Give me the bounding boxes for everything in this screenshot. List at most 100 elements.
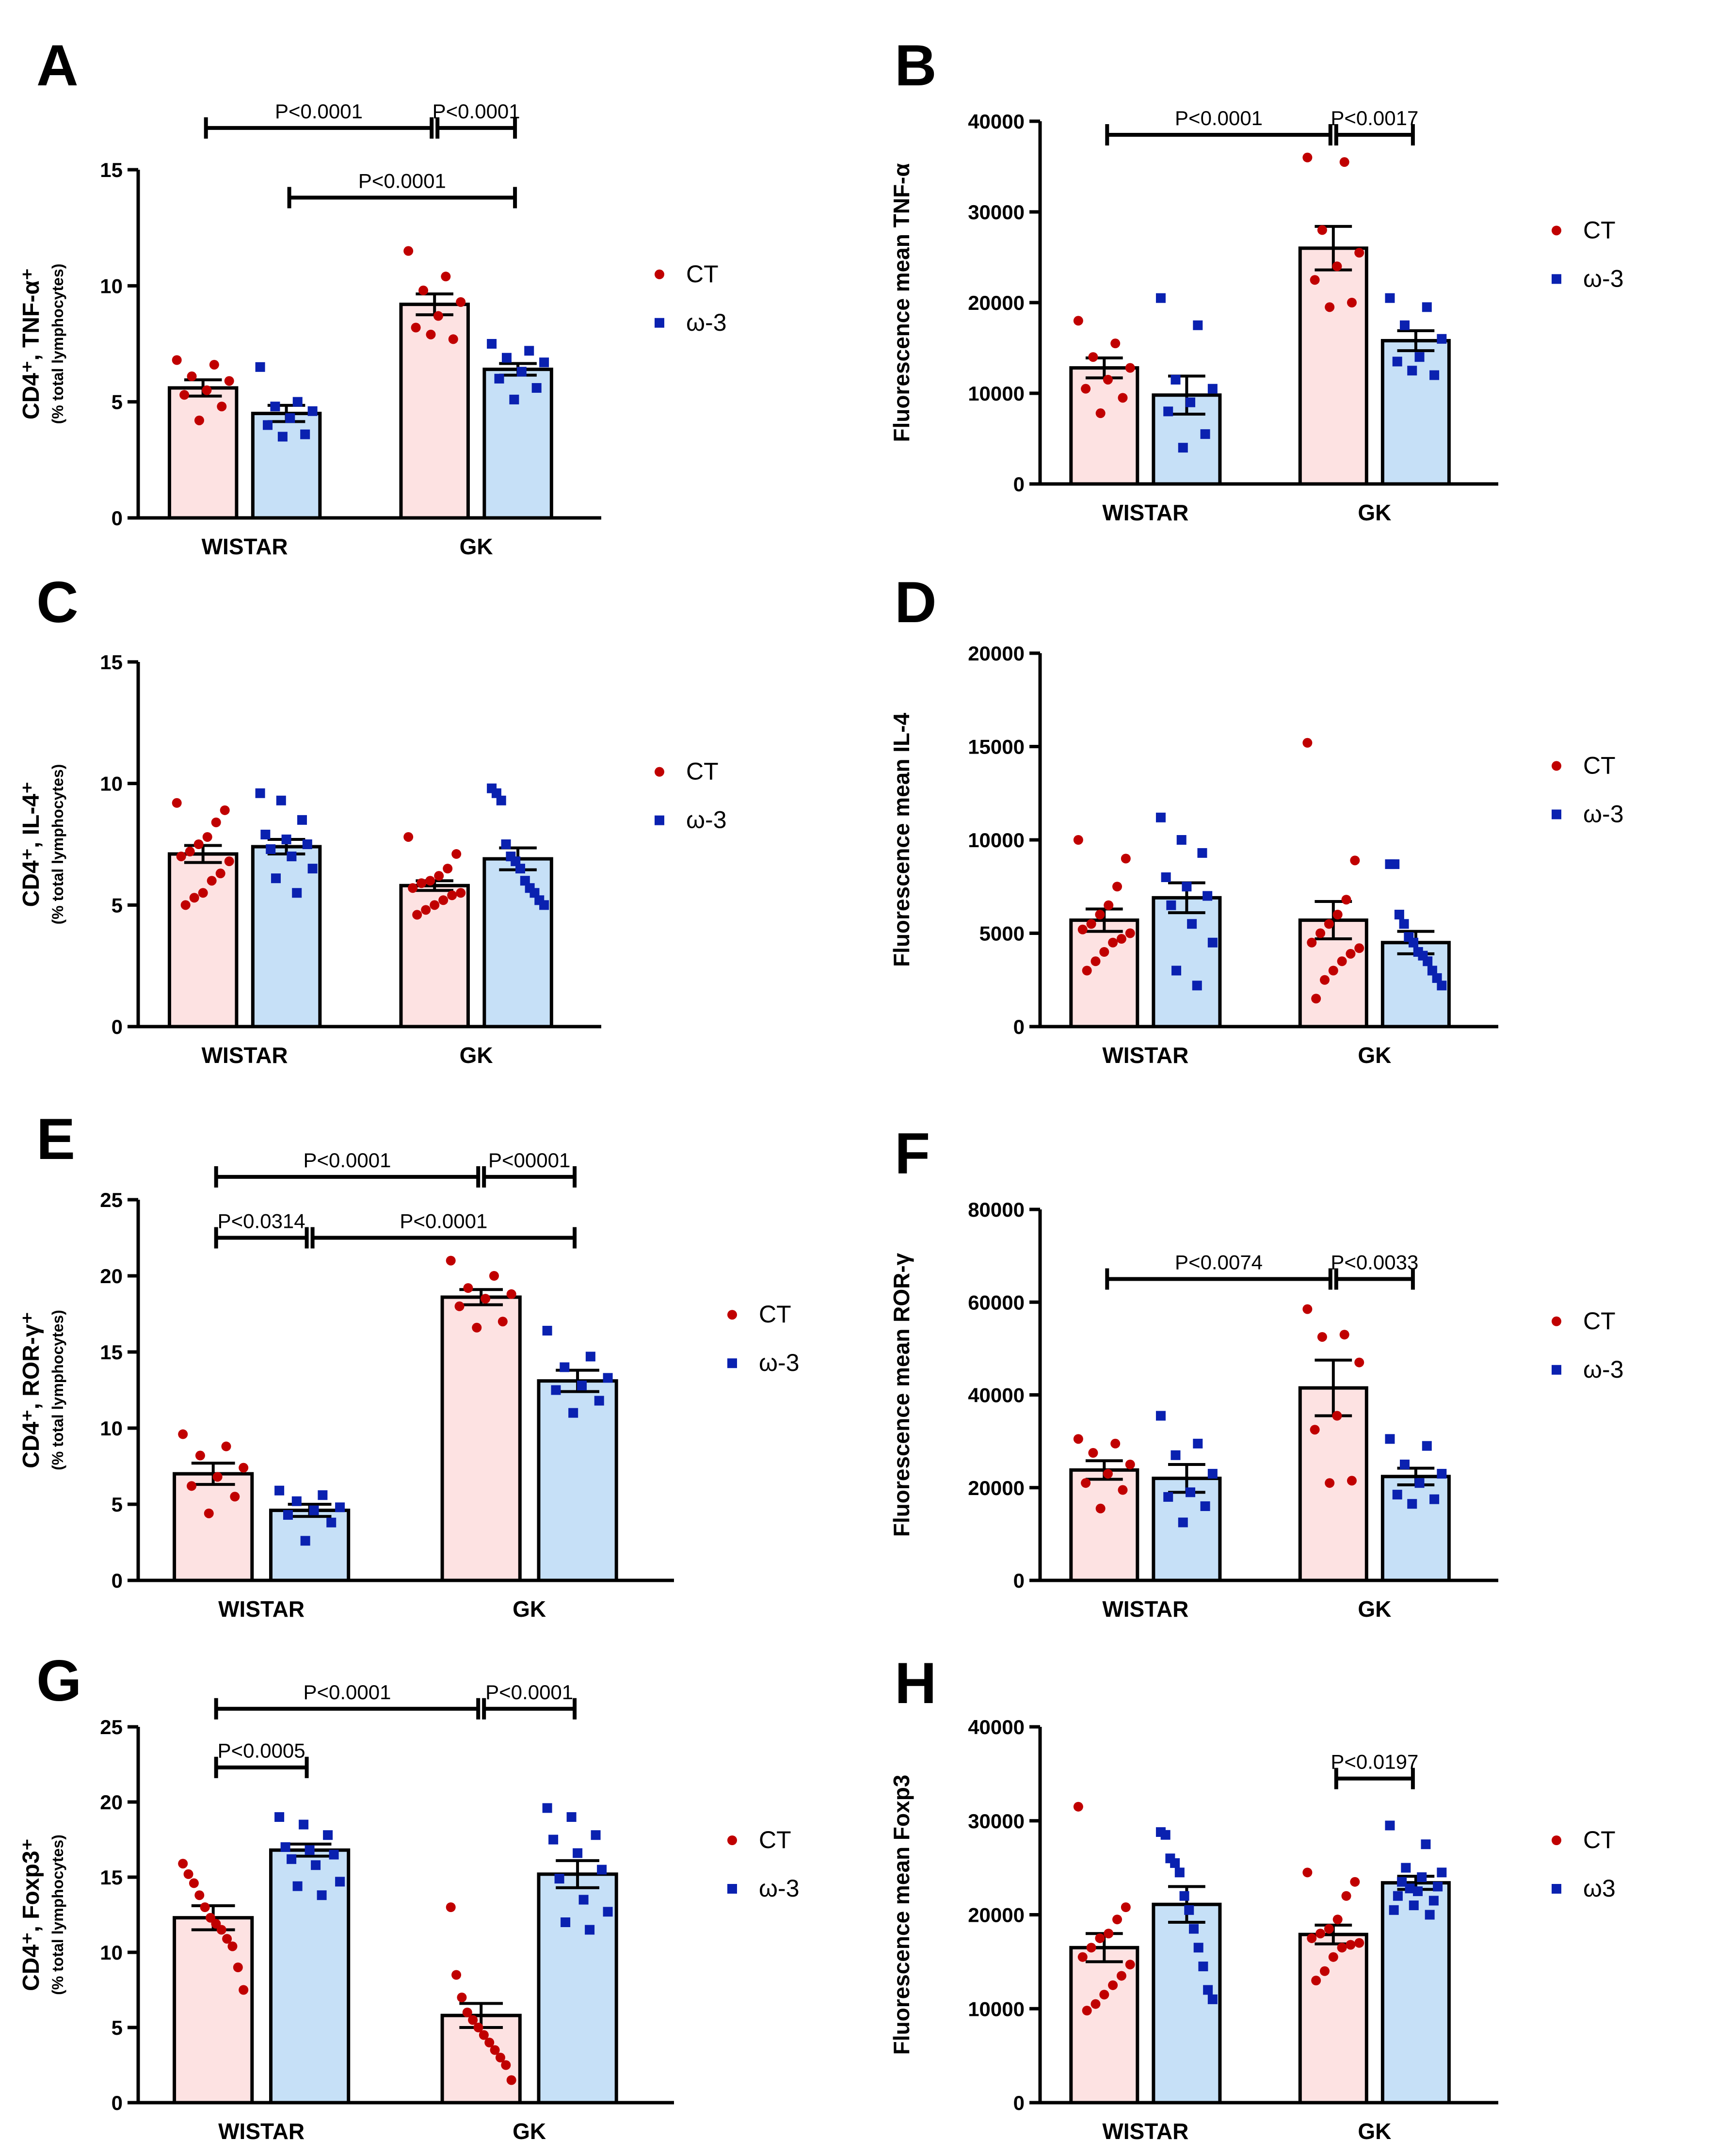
y-tick-label: 20000 [968,1477,1025,1499]
data-point-omega3 [551,1385,561,1395]
data-point-ct [1317,1332,1327,1342]
data-point-ct [457,1993,467,2002]
y-tick-label: 20 [100,1265,123,1287]
data-point-ct [434,871,444,881]
data-point-ct [484,2038,495,2047]
data-point-omega3 [1437,1867,1447,1878]
data-point-omega3 [1413,1886,1423,1897]
bar-ct [1069,1946,1139,2105]
data-point-omega3 [285,413,295,423]
data-point-omega3 [1176,835,1187,845]
data-point-omega3 [1197,848,1207,858]
data-point-ct [1337,1943,1347,1953]
data-point-ct [1328,1952,1338,1962]
y-tick-label: 30000 [968,1810,1025,1833]
legend-omega3-label: ω-3 [1583,800,1624,827]
x-category-label: GK [1358,500,1391,525]
data-point-ct [430,900,440,910]
data-point-ct [1339,157,1349,167]
data-point-omega3 [1437,1469,1447,1479]
bar-ct [440,1295,522,1582]
data-point-omega3 [1397,1877,1407,1887]
data-point-omega3 [1385,1434,1395,1444]
data-point-ct [448,334,458,344]
panel-letter: C [36,570,79,635]
y-tick-label: 10000 [968,382,1025,405]
data-point-omega3 [1427,965,1437,976]
data-point-omega3 [1428,1896,1439,1906]
data-point-ct [1315,1929,1326,1939]
p-value-label: P<00001 [488,1149,570,1172]
data-point-ct [1325,1478,1335,1488]
data-point-omega3 [1414,1478,1425,1488]
data-point-ct [446,1255,456,1266]
data-point-ct [1332,910,1343,919]
y-axis-label: Fluorescence mean TNF-α [889,163,914,442]
y-tick-label: 40000 [968,1716,1025,1738]
data-point-ct [426,329,436,339]
legend-ct-marker [1552,761,1561,771]
data-point-omega3 [271,873,281,884]
data-point-omega3 [287,1854,297,1864]
data-point-omega3 [1155,293,1166,303]
data-point-omega3 [329,1850,339,1860]
panel-letter: G [36,1648,82,1713]
bar-omega3 [1380,1881,1451,2105]
panel-e: E 0 5 10 15 20 25 WISTAR GK P<0.0001 P<00001 P<0.03… [0,1078,858,1622]
data-point-ct [479,2030,489,2040]
legend-ct-label: CT [1583,752,1616,779]
data-point-omega3 [335,1877,345,1887]
data-point-omega3 [274,1812,285,1822]
data-point-omega3 [1392,1490,1402,1500]
data-point-omega3 [491,788,501,798]
y-tick-label: 10 [100,1941,123,1964]
data-point-ct [1346,1940,1356,1950]
data-point-omega3 [1187,919,1197,929]
y-tick-label: 0 [112,1015,123,1038]
data-point-omega3 [573,1848,583,1858]
data-point-ct [1307,937,1317,948]
data-point-omega3 [1423,956,1433,966]
data-point-ct [1339,1330,1349,1340]
panel-letter: B [895,33,937,98]
legend-ct-marker [727,1835,737,1845]
x-category-label: WISTAR [202,534,288,559]
data-point-ct [193,839,204,849]
data-point-ct [204,1508,214,1518]
data-point-ct [230,1492,240,1502]
data-point-omega3 [326,1517,337,1528]
data-point-omega3 [1179,1891,1189,1901]
data-point-ct [408,883,418,893]
y-tick-label: 5 [112,391,123,414]
data-point-ct [495,2053,505,2062]
data-point-omega3 [292,397,303,407]
data-point-ct [176,852,186,862]
data-point-ct [1103,374,1113,385]
y-tick-label: 15 [100,651,123,674]
data-point-omega3 [487,339,497,349]
chart-svg: 0 5 10 15 20 25 WISTAR GK P<0.0001 P<00001 P<0.031… [18,1149,800,1622]
data-point-ct [1073,835,1083,845]
legend-omega3-label: ω3 [1583,1875,1616,1902]
y-tick-label: 0 [112,507,123,530]
y-tick-label: 20000 [968,291,1025,314]
data-point-omega3 [1394,910,1404,919]
data-point-omega3 [255,362,265,372]
y-tick-label: 10 [100,1417,123,1440]
data-point-omega3 [1178,443,1188,453]
data-point-omega3 [585,1925,595,1935]
panel-letter: E [36,1107,76,1172]
data-point-omega3 [520,876,530,886]
data-point-omega3 [1429,1494,1440,1504]
data-point-ct [1302,152,1313,162]
y-tick-label: 0 [1013,473,1025,496]
data-point-ct [1332,1915,1343,1925]
bar-omega3 [482,368,553,520]
data-point-ct [1121,1902,1131,1912]
data-point-omega3 [1207,384,1218,394]
data-point-omega3 [531,383,542,393]
data-point-omega3 [1160,1830,1171,1840]
data-point-ct [446,1902,456,1912]
legend-ct-marker [655,269,664,279]
data-point-ct [1082,965,1092,976]
